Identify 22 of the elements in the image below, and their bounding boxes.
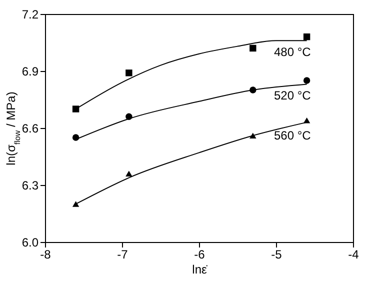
x-tick-label: -4 bbox=[348, 248, 360, 262]
point bbox=[303, 77, 310, 84]
x-tick-label: -5 bbox=[271, 248, 282, 262]
x-tick-label: -7 bbox=[117, 248, 128, 262]
point bbox=[126, 70, 132, 76]
series-label: 520 °C bbox=[274, 88, 312, 102]
y-tick-label: 6.0 bbox=[22, 236, 39, 250]
x-tick-label: -6 bbox=[194, 248, 206, 262]
y-tick-label: 6.6 bbox=[22, 122, 39, 136]
point bbox=[303, 117, 310, 124]
point bbox=[72, 201, 80, 207]
series-label: 480 °C bbox=[274, 44, 312, 59]
point bbox=[303, 33, 310, 40]
x-axis-title: lnε̇ bbox=[192, 262, 208, 276]
series-label: 560 °C bbox=[274, 128, 312, 142]
y-tick-label: 6.3 bbox=[22, 178, 39, 192]
point bbox=[250, 44, 256, 52]
point bbox=[72, 106, 80, 112]
y-tick-label: 7.2 bbox=[22, 8, 39, 22]
x-tick-label: -8 bbox=[40, 248, 52, 262]
y-tick-label: 6.9 bbox=[22, 64, 39, 78]
point bbox=[126, 170, 132, 177]
